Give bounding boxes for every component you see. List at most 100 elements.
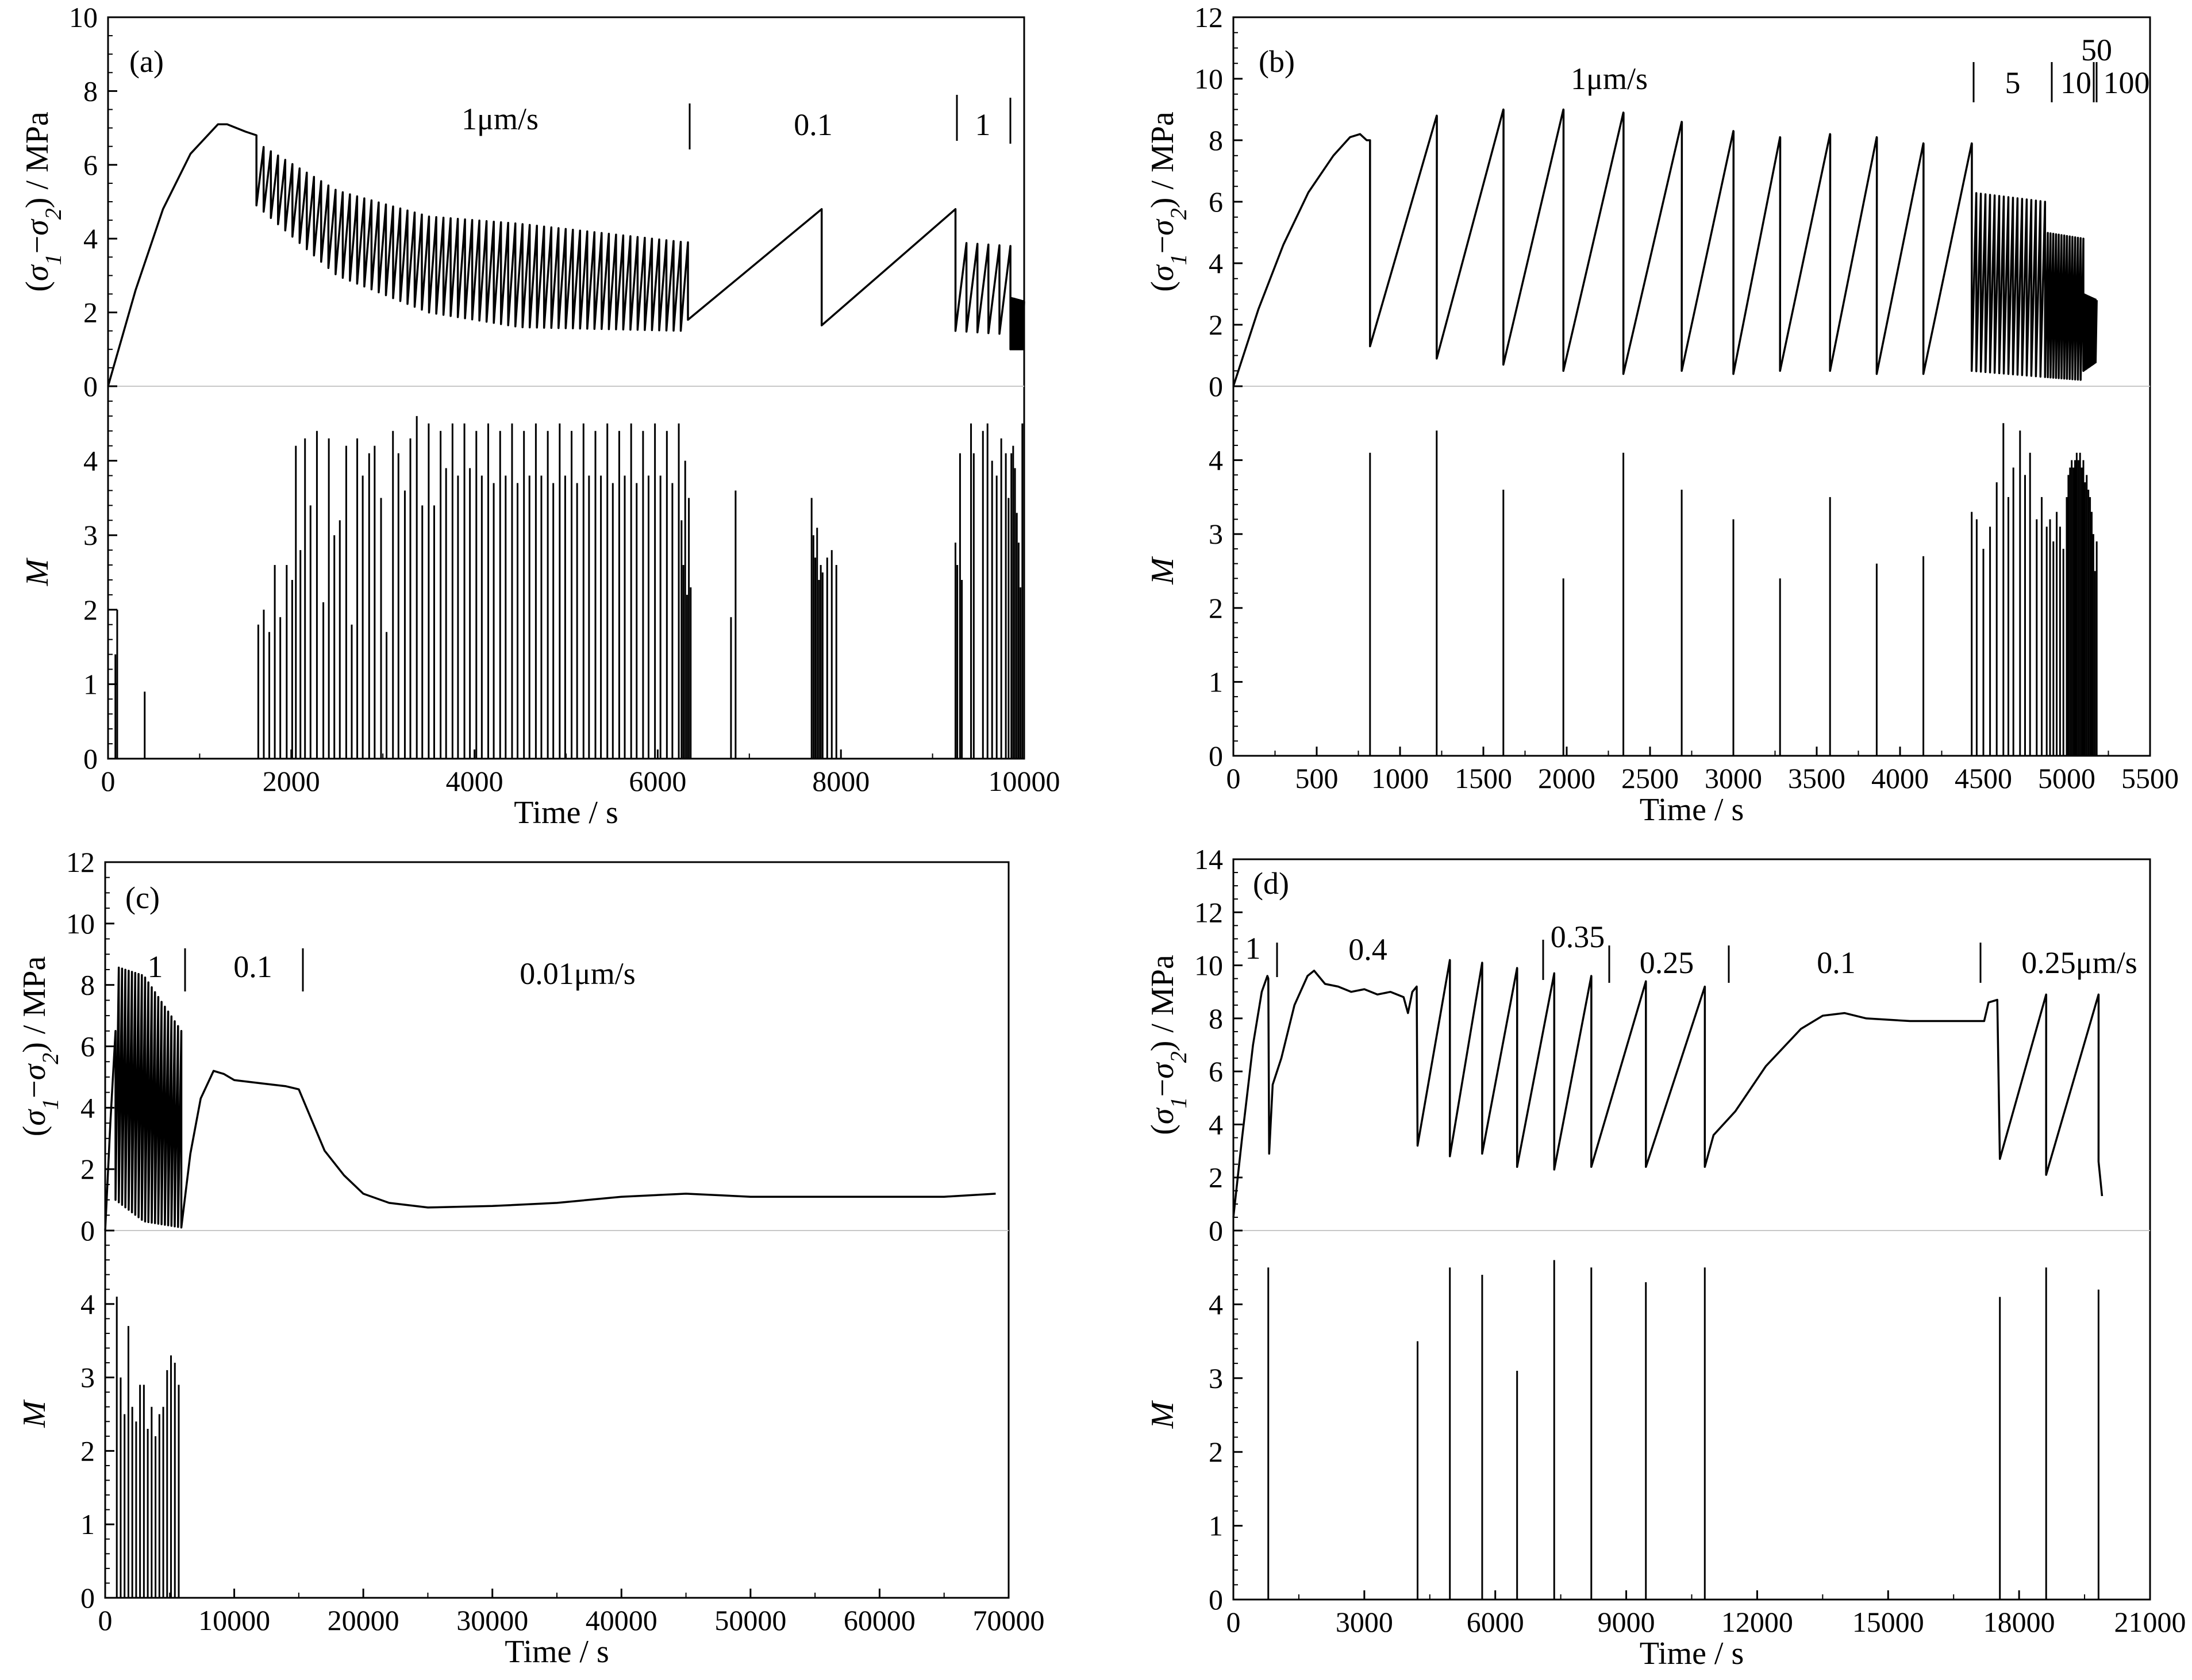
panel-c-xlabel: Time / s bbox=[505, 1634, 609, 1670]
panel-b-xlabel: Time / s bbox=[1640, 792, 1744, 828]
panel-c-ytick-bottom-label: 0 bbox=[80, 1582, 95, 1614]
panel-d-rate-label: 0.1 bbox=[1817, 945, 1856, 980]
panel-c-xtick-label: 0 bbox=[98, 1604, 113, 1636]
panel-b-ytick-bottom-label: 3 bbox=[1209, 518, 1223, 550]
panel-a-ylabel-top: (σ1−σ2) / MPa bbox=[20, 112, 66, 292]
panel-a-ytick-bottom-label: 3 bbox=[83, 519, 98, 551]
panel-d-xtick-label: 15000 bbox=[1852, 1606, 1924, 1638]
panel-d-ytick-top-label: 4 bbox=[1209, 1108, 1223, 1140]
panel-c-ytick-top-label: 8 bbox=[80, 969, 95, 1001]
panel-c-xtick-label: 50000 bbox=[714, 1604, 786, 1636]
panel-d-rate-label: 0.4 bbox=[1348, 932, 1387, 967]
panel-d-ylabel-top: (σ1−σ2) / MPa bbox=[1145, 955, 1191, 1135]
panel-b-ytick-bottom-label: 0 bbox=[1209, 740, 1223, 772]
panel-d-ytick-top-label: 8 bbox=[1209, 1002, 1223, 1035]
panel-b-rate-label: 1μm/s bbox=[1571, 61, 1648, 96]
panel-a-xtick-label: 2000 bbox=[263, 765, 320, 797]
panel-c-ytick-top-label: 4 bbox=[80, 1091, 95, 1124]
panel-b-ytick-top-label: 8 bbox=[1209, 124, 1223, 156]
panel-a-ytick-bottom-label: 1 bbox=[83, 668, 98, 700]
panel-a-xtick-label: 4000 bbox=[446, 765, 503, 797]
panel-d-ytick-bottom-label: 1 bbox=[1209, 1510, 1223, 1542]
panel-a-frame bbox=[107, 16, 1025, 760]
panel-c-ytick-top-label: 12 bbox=[66, 846, 95, 878]
panel-a-ytick-top-label: 2 bbox=[83, 297, 98, 329]
panel-b-xtick-label: 2000 bbox=[1538, 762, 1595, 794]
panel-c-rate-label: 1 bbox=[148, 949, 163, 984]
panel-d-ytick-top-label: 6 bbox=[1209, 1055, 1223, 1087]
panel-a-xtick-label: 10000 bbox=[989, 765, 1060, 797]
panel-c-xtick-label: 10000 bbox=[198, 1604, 270, 1636]
panel-d-xtick-label: 21000 bbox=[2114, 1606, 2186, 1638]
panel-c-xtick-label: 30000 bbox=[456, 1604, 528, 1636]
panel-c-ytick-top-label: 6 bbox=[80, 1031, 95, 1063]
panel-b-xtick-label: 1000 bbox=[1371, 762, 1429, 794]
panel-d-ytick-top-label: 10 bbox=[1194, 949, 1223, 982]
panel-c-ytick-top-label: 0 bbox=[80, 1214, 95, 1247]
panel-a-xtick-label: 6000 bbox=[629, 765, 686, 797]
panel-d-xtick-label: 6000 bbox=[1467, 1606, 1524, 1638]
panel-a-xlabel: Time / s bbox=[514, 795, 618, 831]
panel-c: (c) 0 10000 20000 30000 40000 50000 60000 70000… bbox=[17, 846, 1045, 1670]
panel-b-xtick-label: 4500 bbox=[1955, 762, 2012, 794]
panel-a-label: (a) bbox=[129, 44, 164, 79]
panel-b-xtick-label: 2500 bbox=[1621, 762, 1679, 794]
panel-a-ytick-top-label: 0 bbox=[83, 370, 98, 402]
panel-d-xtick-label: 18000 bbox=[1983, 1606, 2055, 1638]
panel-a-ytick-top-label: 6 bbox=[83, 149, 98, 181]
panel-d-xtick-label: 12000 bbox=[1721, 1606, 1793, 1638]
panel-b-ytick-bottom-label: 1 bbox=[1209, 666, 1223, 698]
panel-d-stress-series bbox=[1232, 959, 2103, 1218]
panel-b-ytick-bottom-label: 2 bbox=[1209, 592, 1223, 624]
panel-a-ylabel-bottom: M bbox=[20, 557, 55, 586]
panel-d-xtick-label: 0 bbox=[1226, 1606, 1241, 1638]
panel-b-xtick-label: 500 bbox=[1295, 762, 1339, 794]
panel-c-xtick-label: 60000 bbox=[844, 1604, 916, 1636]
panel-c-xtick-label: 40000 bbox=[586, 1604, 657, 1636]
panel-d-ylabel-bottom: M bbox=[1145, 1400, 1180, 1429]
panel-d-label: (d) bbox=[1253, 866, 1289, 901]
panel-c-stress-series bbox=[104, 966, 996, 1231]
panel-b-rate-label: 100 bbox=[2103, 66, 2150, 100]
panel-a-rate-label: 1 bbox=[975, 107, 991, 142]
panel-d-ytick-bottom-label: 0 bbox=[1209, 1583, 1223, 1616]
panel-c-ylabel-bottom: M bbox=[17, 1399, 52, 1428]
panel-b-ytick-bottom-label: 4 bbox=[1209, 444, 1223, 476]
panel-b-xtick-label: 1500 bbox=[1455, 762, 1512, 794]
panel-b-xtick-label: 0 bbox=[1226, 762, 1241, 794]
panel-c-rate-label: 0.1 bbox=[233, 949, 272, 984]
panel-c-ytick-bottom-label: 3 bbox=[80, 1362, 95, 1394]
panel-d-rate-label: 0.25μm/s bbox=[2021, 945, 2137, 980]
panel-c-ytick-top-label: 2 bbox=[80, 1153, 95, 1185]
panel-b-ytick-top-label: 12 bbox=[1194, 1, 1223, 33]
panel-a-ytick-top-label: 10 bbox=[69, 1, 98, 33]
panel-b-ylabel-bottom: M bbox=[1145, 556, 1180, 585]
panel-d-ytick-bottom-label: 3 bbox=[1209, 1362, 1223, 1394]
panel-d-ytick-top-label: 12 bbox=[1194, 896, 1223, 928]
panel-b-xtick-label: 3500 bbox=[1788, 762, 1845, 794]
panel-b-rate-label: 5 bbox=[2005, 66, 2021, 100]
panel-b-rate-label: 10 bbox=[2060, 66, 2091, 100]
panel-a-rate-label: 0.1 bbox=[794, 107, 833, 142]
panel-b-ytick-top-label: 2 bbox=[1209, 309, 1223, 341]
panel-c-ytick-top-label: 10 bbox=[66, 908, 95, 940]
panel-b-ylabel-top: (σ1−σ2) / MPa bbox=[1145, 112, 1191, 292]
panel-a: (a) 0 2000 4000 6000 8000 10000 0 2 4 6 8 10 0 1 2 3 4 Ti… bbox=[20, 1, 1060, 831]
panel-c-label: (c) bbox=[125, 881, 160, 915]
panel-b-ytick-top-label: 6 bbox=[1209, 186, 1223, 218]
panel-d-xlabel: Time / s bbox=[1640, 1636, 1744, 1671]
panel-d-ytick-top-label: 2 bbox=[1209, 1162, 1223, 1194]
panel-b-ytick-top-label: 4 bbox=[1209, 247, 1223, 279]
panel-a-ytick-top-label: 8 bbox=[83, 75, 98, 107]
panel-d-ytick-top-label: 0 bbox=[1209, 1214, 1223, 1247]
panel-a-xtick-label: 0 bbox=[101, 765, 116, 797]
panel-d-ytick-bottom-label: 4 bbox=[1209, 1288, 1223, 1320]
panel-c-xtick-label: 20000 bbox=[328, 1604, 399, 1636]
panel-d-rate-label: 1 bbox=[1245, 931, 1261, 966]
panel-b-xtick-label: 5000 bbox=[2038, 762, 2095, 794]
panel-c-rate-label: 0.01μm/s bbox=[520, 956, 635, 991]
panel-b-xtick-label: 5500 bbox=[2121, 762, 2179, 794]
panel-a-xtick-label: 8000 bbox=[812, 765, 870, 797]
panel-b-ytick-top-label: 0 bbox=[1209, 370, 1223, 402]
